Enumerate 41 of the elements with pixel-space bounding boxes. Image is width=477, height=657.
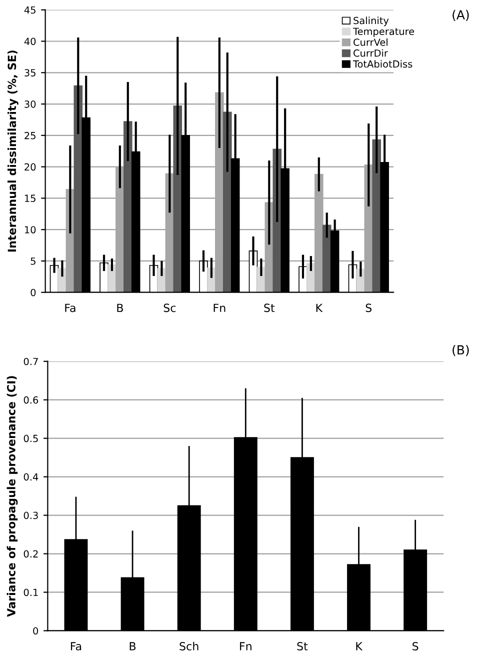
y-axis-title: Variance of propagule provenance (CI) xyxy=(6,376,18,617)
x-tick-label: Sch xyxy=(180,642,198,650)
x-tick-label: K xyxy=(316,304,323,312)
y-axis-title: Interannual dissimilarity (%, SE) xyxy=(8,50,18,252)
y-tick-label: 35 xyxy=(24,69,36,76)
legend-label: CurrDir xyxy=(354,49,388,57)
legend-label: Temperature xyxy=(352,28,414,37)
y-tick-label: 0.4 xyxy=(24,473,38,481)
y-tick-label: 40 xyxy=(24,38,36,46)
y-tick-label: 0.3 xyxy=(24,512,38,520)
x-tick-label: St xyxy=(297,642,308,650)
y-tick-label: 0.6 xyxy=(24,396,38,404)
x-tick-label: Sc xyxy=(164,304,176,312)
x-tick-label: B xyxy=(130,642,136,650)
y-tick-label: 5 xyxy=(30,258,36,265)
y-tick-label: 0 xyxy=(30,288,36,296)
text: (B) xyxy=(452,344,469,356)
x-tick-label: Fa xyxy=(70,642,82,650)
legend-label: CurrVel xyxy=(354,38,388,46)
y-tick-label: 0.5 xyxy=(24,434,38,442)
x-tick-label: Fa xyxy=(65,304,76,312)
y-tick-label: 0.7 xyxy=(24,358,38,366)
y-tick-label: 30 xyxy=(24,100,36,108)
x-tick-label: St xyxy=(264,304,275,312)
x-tick-label: B xyxy=(117,304,123,312)
x-tick-label: Fn xyxy=(214,304,226,312)
legend-label: TotAbiotDiss xyxy=(352,60,412,68)
x-tick-label: S xyxy=(412,642,418,650)
x-tick-label: S xyxy=(366,304,372,312)
y-tick-label: 0.1 xyxy=(24,588,38,596)
y-tick-label: 15 xyxy=(24,194,36,202)
y-tick-label: 0 xyxy=(33,627,38,635)
x-tick-label: K xyxy=(356,642,363,650)
x-tick-label: Fn xyxy=(240,642,252,650)
legend-label: Salinity xyxy=(354,16,389,26)
y-tick-label: 10 xyxy=(24,226,36,234)
text: (A) xyxy=(452,10,469,21)
y-tick-label: 25 xyxy=(24,132,36,140)
y-tick-label: 20 xyxy=(24,163,36,171)
y-tick-label: 45 xyxy=(24,6,36,14)
y-tick-label: 0.2 xyxy=(24,550,38,558)
